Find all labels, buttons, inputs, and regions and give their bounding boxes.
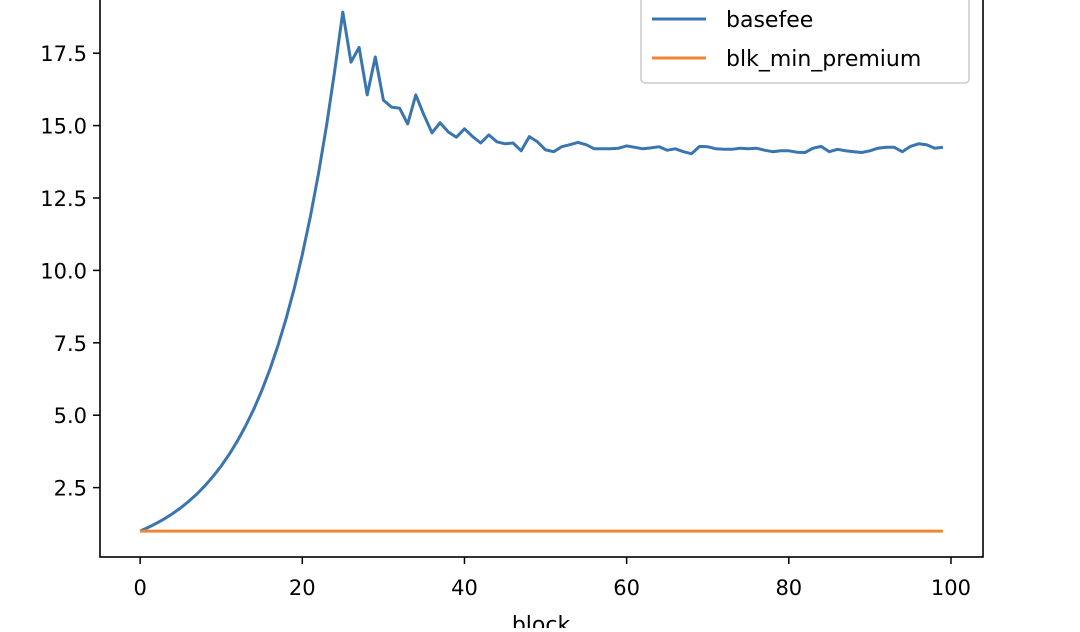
y-tick-label: 2.5 bbox=[54, 477, 87, 501]
x-tick-label: 60 bbox=[613, 576, 640, 600]
series-line-basefee bbox=[139, 10, 944, 533]
y-tick-label: 5.0 bbox=[54, 404, 87, 428]
y-tick-label: 15.0 bbox=[40, 115, 87, 139]
x-tick-label: 20 bbox=[289, 576, 316, 600]
x-tick-label: 40 bbox=[451, 576, 478, 600]
x-tick-label: 100 bbox=[931, 576, 971, 600]
y-tick-label: 17.5 bbox=[40, 42, 87, 66]
series-lines bbox=[139, 10, 944, 533]
y-tick-label: 7.5 bbox=[54, 332, 87, 356]
legend-box bbox=[640, 0, 970, 84]
y-axis: 2.5 5.0 7.5 10.0 12.5 15.0 17.5 bbox=[40, 42, 100, 501]
plot-frame bbox=[99, 0, 984, 558]
x-axis-label: block bbox=[512, 613, 571, 628]
y-tick-label: 10.0 bbox=[40, 259, 87, 283]
x-tick-label: 0 bbox=[133, 576, 146, 600]
x-tick-label: 80 bbox=[775, 576, 802, 600]
x-axis: 0 20 40 60 80 100 bbox=[133, 557, 971, 600]
y-tick-label: 12.5 bbox=[40, 187, 87, 211]
legend-label-basefee: basefee bbox=[726, 8, 813, 33]
legend-label-blk-min-premium: blk_min_premium bbox=[726, 47, 921, 72]
legend: basefee blk_min_premium bbox=[640, 0, 970, 84]
